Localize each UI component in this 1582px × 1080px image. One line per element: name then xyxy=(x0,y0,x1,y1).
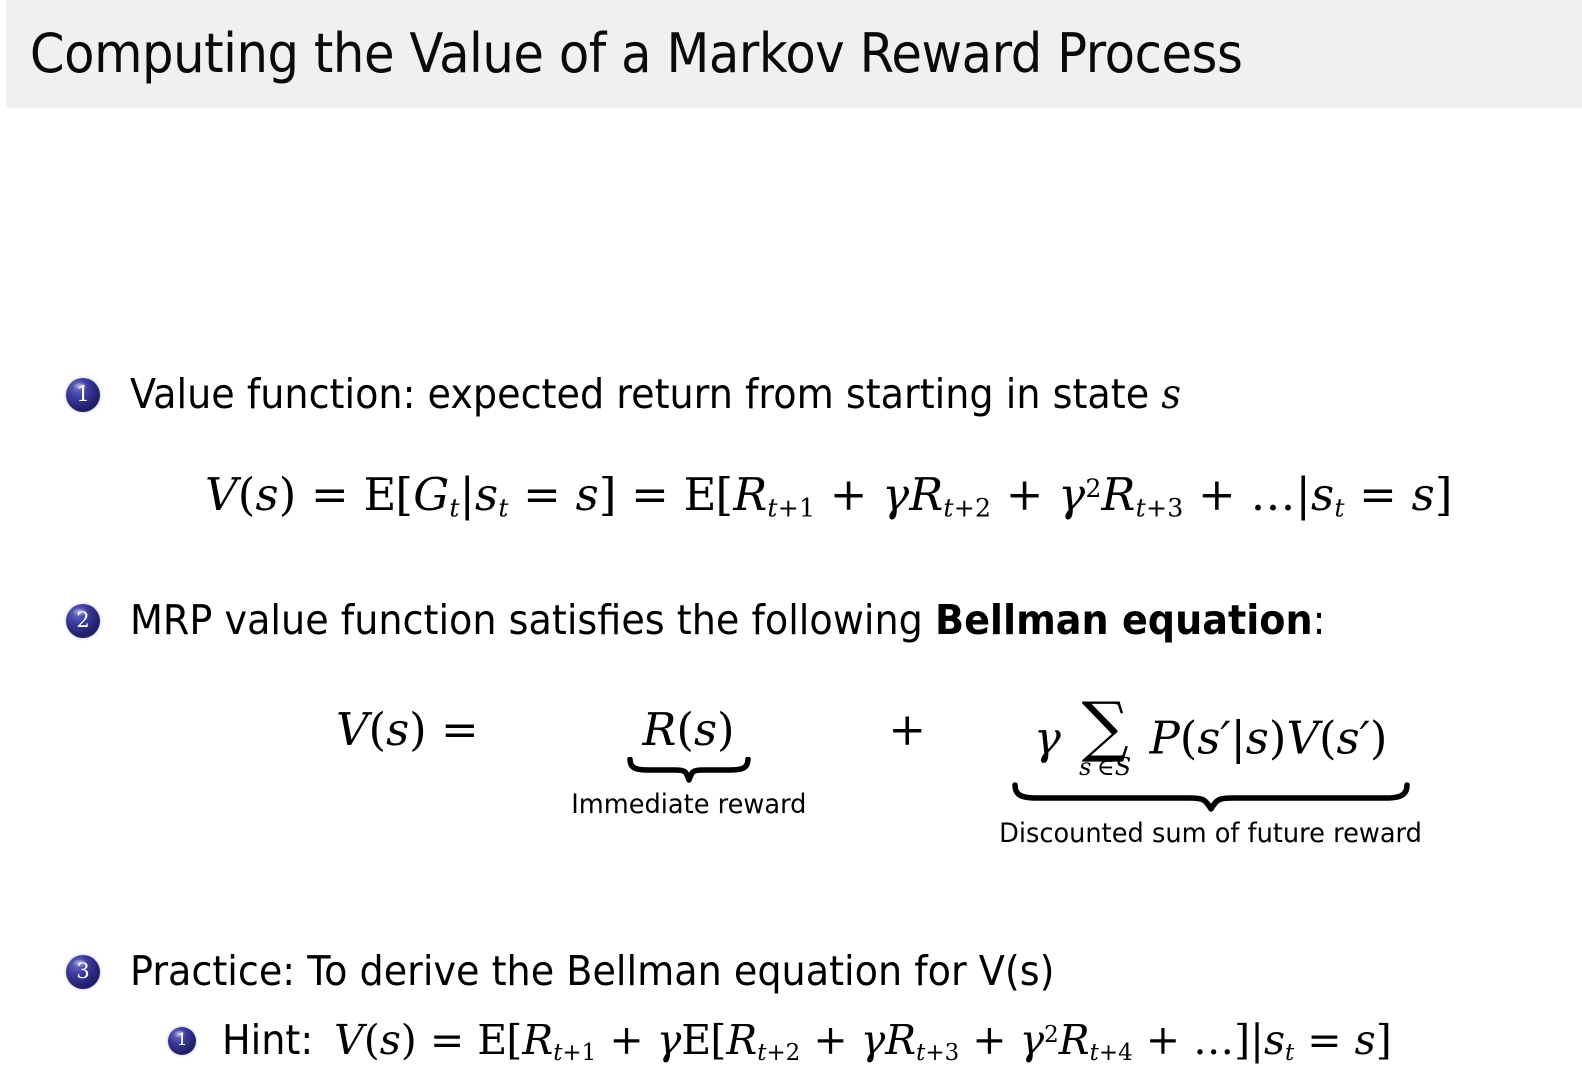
equation-hint: V(s) = E[Rt+1 + γE[Rt+2 + γRt+3 + γ2Rt+4… xyxy=(334,1016,1392,1066)
page-title: Computing the Value of a Markov Reward P… xyxy=(29,22,1243,85)
underbrace-immediate-icon xyxy=(626,756,751,783)
bullet-item-3-text: Practice: To derive the Bellman equation… xyxy=(130,947,1055,995)
bullet-marker-1-number: 1 xyxy=(76,382,90,407)
equation-bellman: V(s) = R(s) Immediate reward + xyxy=(336,688,1433,849)
bullet-marker-3-icon: 3 xyxy=(66,954,100,989)
bullet-marker-2-number: 2 xyxy=(76,608,90,633)
summation-operator: ∑ s′∈S xyxy=(1079,688,1132,781)
equation-value-function: V(s) = E[Gt|st = s] = E[Rt+1 + γRt+2 + γ… xyxy=(205,468,1453,523)
slide-title-bar: Computing the Value of a Markov Reward P… xyxy=(6,0,1582,108)
bullet-item-3: 3 Practice: To derive the Bellman equati… xyxy=(66,947,1124,995)
gamma-symbol: γ xyxy=(1033,711,1061,765)
discounted-sum-label: Discounted sum of future reward xyxy=(999,817,1423,849)
summation-index: s′∈S xyxy=(1079,752,1132,781)
bullet-item-2-lead: MRP value function satisfies the followi… xyxy=(130,596,936,644)
slide-body: 1 Value function: expected return from s… xyxy=(0,108,1582,1080)
immediate-reward-expression: R(s) xyxy=(642,703,735,756)
sub-bullet-marker-icon: 1 xyxy=(168,1026,196,1055)
bullet-item-2-trail: : xyxy=(1312,596,1326,644)
hint-label: Hint: xyxy=(222,1016,314,1065)
immediate-reward-label: Immediate reward xyxy=(570,789,807,820)
sub-bullet-marker-number: 1 xyxy=(176,1030,188,1051)
bellman-immediate-reward-term: R(s) Immediate reward xyxy=(565,703,813,820)
bellman-lhs: V(s) = xyxy=(336,703,479,756)
sigma-icon: ∑ xyxy=(1081,688,1129,765)
bullet-marker-3-number: 3 xyxy=(76,959,90,984)
discounted-sum-expression: γ ∑ s′∈S P(s′|s)V(s′) xyxy=(1033,688,1388,781)
bullet-item-1-text: Value function: expected return from sta… xyxy=(130,370,1181,418)
sub-bullet-item-hint: 1 Hint: V(s) = E[Rt+1 + γE[Rt+2 + γRt+3 … xyxy=(168,1016,1392,1066)
bullet-marker-1-icon: 1 xyxy=(66,377,100,412)
bullet-item-2: 2 MRP value function satisfies the follo… xyxy=(66,596,1415,644)
bellman-equation-emphasis: Bellman equation xyxy=(935,596,1313,644)
bullet-item-1-lead: Value function: expected return from sta… xyxy=(130,370,1162,418)
bullet-item-1-state-symbol: s xyxy=(1161,370,1181,418)
bellman-discounted-sum-term: γ ∑ s′∈S P(s′|s)V(s′) Discounted sum of … xyxy=(988,688,1433,849)
bullet-item-2-text: MRP value function satisfies the followi… xyxy=(130,596,1326,644)
bullet-marker-2-icon: 2 xyxy=(66,603,100,638)
bullet-item-1: 1 Value function: expected return from s… xyxy=(66,370,1260,418)
bellman-plus-operator: + xyxy=(888,703,927,756)
expectation-symbol-icon: E xyxy=(363,468,396,521)
transition-probability-expression: P(s′|s)V(s′) xyxy=(1149,711,1388,765)
underbrace-discounted-icon xyxy=(1011,781,1411,812)
